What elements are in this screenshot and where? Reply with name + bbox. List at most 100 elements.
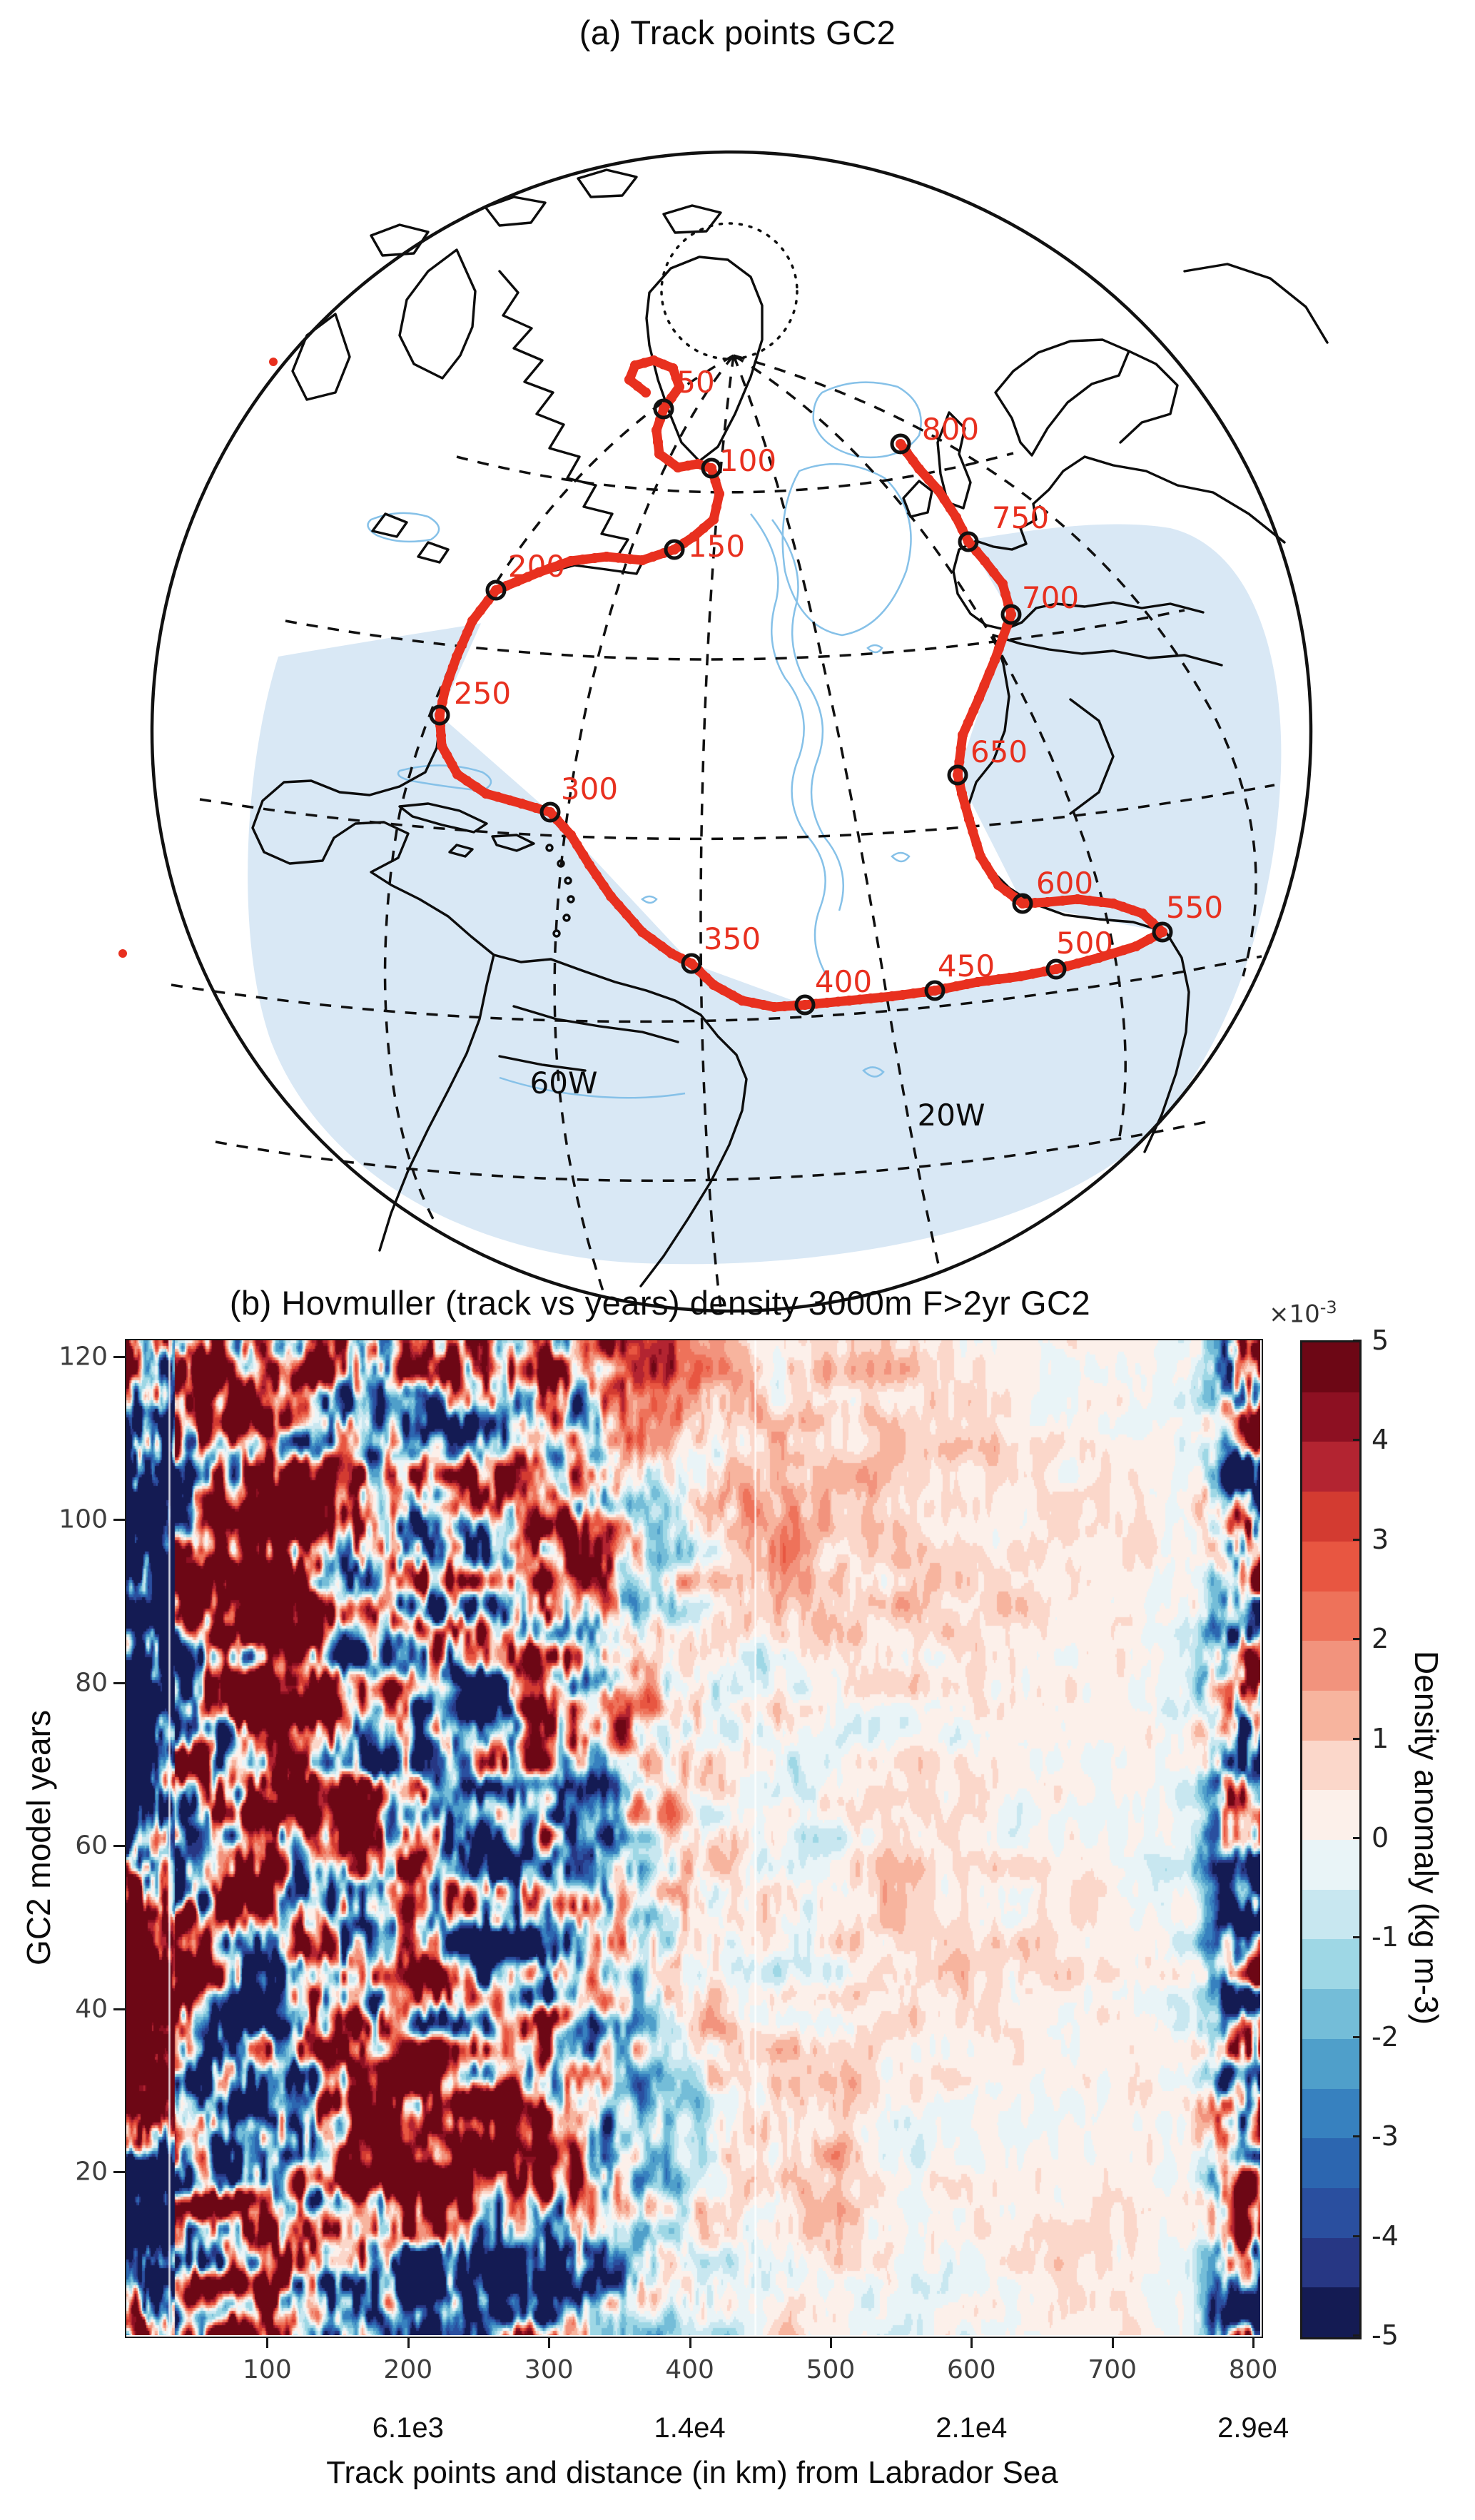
colorbar-tick-mark: [1353, 2235, 1362, 2237]
track-dot: [727, 990, 738, 1001]
x-tick-label: 200: [383, 2355, 433, 2384]
track-dot: [630, 360, 640, 370]
track-dot: [984, 667, 995, 678]
track-dot: [625, 554, 636, 565]
track-dot: [973, 977, 983, 987]
y-axis-label: GC2 model years: [20, 1710, 57, 1965]
track-dot: [1005, 973, 1015, 983]
track-dot: [669, 545, 679, 555]
track-dot: [710, 476, 721, 486]
track-dot: [833, 996, 843, 1007]
track-point-marker: [429, 704, 450, 726]
track-dot: [1043, 897, 1053, 907]
track-dot: [1131, 941, 1141, 951]
track-point-marker: [701, 457, 722, 479]
colorbar-segment: [1302, 2287, 1359, 2338]
track-stray-dot: [118, 949, 127, 958]
x-tick-mark: [1111, 2337, 1114, 2348]
colorbar-tick-mark: [1353, 1439, 1362, 1442]
track-dot: [1018, 899, 1028, 909]
colorbar-tick-label: -4: [1372, 2220, 1399, 2252]
track-dot: [452, 769, 462, 779]
hovmoller-heatmap: [126, 1340, 1260, 2335]
track-point-marker: [1000, 604, 1022, 625]
track-point-label: 400: [815, 964, 872, 999]
track-dot: [1137, 909, 1147, 919]
track-dot: [566, 830, 576, 840]
track-dot: [657, 941, 667, 951]
track-dot: [467, 616, 477, 626]
track-dot: [452, 652, 462, 662]
track-dot: [447, 759, 457, 770]
longitude-label: 20W: [918, 1098, 985, 1133]
track-dot: [953, 770, 963, 780]
track-dot: [559, 822, 569, 833]
track-dot: [544, 563, 554, 574]
y-tick-mark: [113, 2171, 125, 2174]
track-point-marker: [653, 398, 674, 420]
colorbar-segment: [1302, 1740, 1359, 1791]
x-tick-label: 800: [1228, 2355, 1278, 2384]
track-point-label: 200: [508, 549, 565, 584]
track-point-marker: [794, 994, 816, 1016]
track-dot: [555, 560, 565, 570]
track-dot: [956, 743, 966, 754]
track-point-label: 550: [1166, 890, 1223, 925]
track-dot: [998, 632, 1008, 642]
track-dot: [951, 981, 961, 991]
track-dot: [699, 523, 709, 533]
colorbar-tick-mark: [1353, 1936, 1362, 1939]
track-dot: [855, 994, 865, 1005]
track-dot: [990, 655, 1000, 665]
track-dot: [632, 381, 643, 391]
track-dot: [951, 512, 961, 522]
globe-outline: [150, 150, 1313, 1313]
track-dot: [800, 1000, 810, 1010]
track-dot: [648, 552, 658, 562]
track-dot: [711, 502, 721, 512]
x-tick-mark: [970, 2337, 973, 2348]
track-point-label: 50: [676, 365, 714, 400]
track-dot: [653, 437, 663, 447]
track-dot: [993, 880, 1003, 890]
colorbar-tick-label: 1: [1372, 1722, 1389, 1754]
track-dot: [475, 605, 485, 616]
track-dot: [930, 986, 940, 996]
track-dot: [908, 455, 918, 466]
colorbar-tick-mark: [1353, 2035, 1362, 2038]
track-dot: [666, 948, 676, 958]
x-tick-label: 400: [665, 2355, 714, 2384]
x-tick-mark: [1252, 2337, 1255, 2348]
track-dot: [994, 974, 1004, 984]
track-point-label: 300: [561, 771, 618, 806]
colorbar: [1300, 1340, 1362, 2339]
track-point-marker: [924, 980, 946, 1001]
colorbar-segment: [1302, 1840, 1359, 1890]
track-dot: [584, 860, 594, 870]
track-dot: [599, 881, 609, 891]
colorbar-scale-prefix: ×10: [1269, 1300, 1320, 1329]
colorbar-tick-mark: [1353, 2334, 1362, 2337]
colorbar-segment: [1302, 1939, 1359, 1990]
graticule: [171, 354, 1275, 1308]
y-tick-mark: [113, 1681, 125, 1684]
track-dot: [447, 662, 458, 672]
track-dot: [639, 358, 649, 368]
track-dot: [435, 710, 445, 720]
track-dot: [1127, 905, 1138, 916]
colorbar-segment: [1302, 2237, 1359, 2288]
colorbar-tick-label: -5: [1372, 2319, 1399, 2351]
track-dot: [1073, 958, 1083, 968]
colorbar-segment: [1302, 1392, 1359, 1442]
track-dot: [737, 996, 747, 1006]
track-dot: [887, 991, 897, 1001]
x-tick-label: 700: [1088, 2355, 1137, 2384]
track-dot: [572, 840, 582, 850]
track-dot: [769, 1002, 779, 1012]
track-dot: [1096, 897, 1107, 907]
track-dot: [517, 799, 527, 809]
x-tick-mark: [266, 2337, 269, 2348]
track-dot: [709, 980, 719, 990]
x-tick-label: 500: [806, 2355, 856, 2384]
track-dot: [491, 585, 501, 595]
